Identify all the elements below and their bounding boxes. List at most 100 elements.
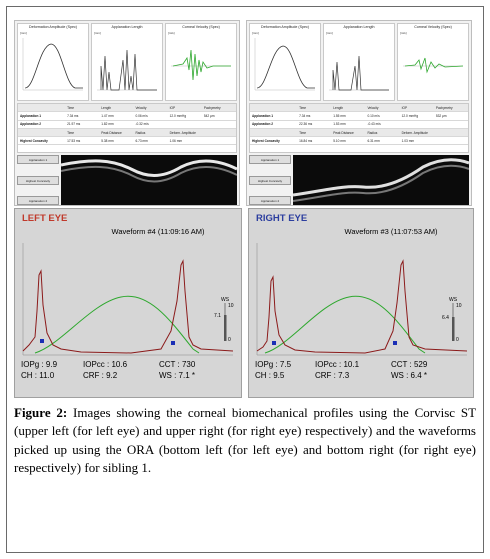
deformation-amplitude-curve (254, 38, 315, 91)
table-cell: 12.0 mmHg (401, 113, 419, 118)
plot-unit: [m/s] (400, 31, 407, 35)
corvis-panel-right: Deformation Amplitude (Spec) [mm] Applan… (246, 20, 472, 206)
table-cell: 6.31 mm (367, 138, 380, 143)
plot-title: Corneal Velocity (Spec) (414, 25, 452, 29)
parameters-row-1: IOPg : 9.9 IOPcc : 10.6 CCT : 730 (21, 359, 237, 370)
plot-unit: [mm] (20, 31, 27, 35)
iopcc-value: IOPcc : 10.6 (83, 360, 128, 369)
iopcc-value: IOPcc : 10.1 (315, 360, 360, 369)
plot-unit: [mm] (252, 31, 259, 35)
applanation-2-button[interactable]: Applanation 2 (249, 196, 291, 205)
table-cell: 1.03 mm (401, 138, 415, 143)
table-cell: 1.47 mm (101, 113, 114, 118)
table-cell: Applanation 2 (252, 122, 274, 127)
table-cell: Pachymetry (203, 105, 221, 110)
ws-axis-min: 0 (456, 337, 459, 343)
ws-axis-title: WS (221, 297, 230, 303)
table-row: Time Length Velocity IOP Pachymetry (250, 104, 468, 113)
table-cell: Time (67, 105, 75, 110)
parameters-row-2: CH : 9.5 CRF : 7.3 WS : 6.4 * (255, 370, 471, 381)
table-cell: Highest Concavity (252, 138, 280, 143)
plot-title: Applanation Length (111, 25, 143, 29)
table-cell: 22.36 ms (299, 122, 313, 127)
corvis-parameter-table-left: Time Length Velocity IOP Pachymetry Appl… (17, 103, 237, 153)
ws-axis-min: 0 (228, 337, 231, 343)
applanation-marker-1 (272, 341, 276, 345)
table-row: Applanation 2 22.36 ms 1.53 mm -0.43 m/s (250, 121, 468, 129)
table-cell: Pachymetry (435, 105, 453, 110)
plot-title: Corneal Velocity (Spec) (182, 25, 220, 29)
table-row: Applanation 1 7.34 ms 1.55 mm 0.10 m/s 1… (250, 112, 468, 121)
table-cell: Highest Concavity (20, 138, 48, 143)
ora-waveform-chart-left: WS 10 7.1 0 (22, 243, 234, 356)
table-cell: 12.0 mmHg (169, 113, 187, 118)
plot-title: Applanation Length (343, 25, 375, 29)
table-cell: 1.06 mm (169, 138, 183, 143)
corvis-panel-left: Deformation Amplitude (Spec) [mm] Applan… (14, 20, 240, 206)
table-row: Applanation 2 21.97 ms 1.82 mm -0.32 m/s (18, 121, 236, 129)
scheimpflug-image-left (60, 155, 238, 205)
scheimpflug-buttons-left: Applanation 1 Highest Concavity Applanat… (17, 155, 59, 205)
eye-label: LEFT EYE (22, 213, 68, 224)
ch-value: CH : 9.5 (255, 371, 285, 380)
ora-panel-left: LEFT EYE Waveform #4 (11:09:16 AM) WS 10… (14, 208, 242, 398)
table-cell: 6.73 mm (135, 138, 148, 143)
applanation-length-curve (97, 49, 157, 91)
highest-concavity-button[interactable]: Highest Concavity (17, 175, 59, 185)
ws-axis-value: 7.1 (214, 313, 221, 319)
table-cell: Applanation 2 (20, 122, 42, 127)
applanation-2-button[interactable]: Applanation 2 (17, 196, 59, 205)
table-cell: Radius (367, 130, 378, 135)
highest-concavity-button[interactable]: Highest Concavity (249, 175, 291, 185)
applanation-1-button[interactable]: Applanation 1 (17, 155, 59, 164)
plot-title: Deformation Amplitude (Spec) (29, 25, 77, 29)
table-cell: IOP (401, 105, 408, 110)
table-cell: Radius (135, 130, 146, 135)
waveform-title: Waveform #3 (11:07:53 AM) (344, 227, 438, 236)
applanation-marker-2 (171, 341, 175, 345)
cct-value: CCT : 730 (159, 360, 196, 369)
table-cell: Peak Distance (101, 130, 122, 135)
table-cell: Time (67, 130, 75, 135)
applanation-marker-1 (40, 339, 44, 343)
table-row: Time Peak Distance Radius Deform. Amplit… (18, 128, 236, 138)
table-cell: 1.53 mm (333, 122, 346, 127)
corneal-velocity-plot: Corneal Velocity (Spec) [m/s] (165, 23, 237, 101)
crf-value: CRF : 7.3 (315, 371, 350, 380)
corneal-velocity-plot: Corneal Velocity (Spec) [m/s] (397, 23, 469, 101)
table-cell: 5.38 mm (101, 138, 114, 143)
table-cell: 5.10 mm (333, 138, 346, 143)
pressure-curve (34, 295, 200, 354)
ora-waveform-chart-right: WS 10 6.4 0 (256, 243, 468, 356)
table-cell: Peak Distance (333, 130, 354, 135)
ws-bar (452, 317, 455, 341)
corvis-plots-left: Deformation Amplitude (Spec) [mm] Applan… (17, 23, 237, 101)
table-cell: IOP (169, 105, 176, 110)
table-cell: 532 µm (435, 113, 447, 118)
applanation-length-plot: Applanation Length [mm] (323, 23, 395, 101)
plot-unit: [mm] (94, 31, 101, 35)
table-row: Time Peak Distance Radius Deform. Amplit… (250, 128, 468, 138)
table-cell: 1.82 mm (101, 122, 114, 127)
deformation-amplitude-curve (22, 38, 83, 91)
table-cell: Length (333, 105, 343, 110)
table-cell: Velocity (135, 105, 147, 110)
scheimpflug-buttons-right: Applanation 1 Highest Concavity Applanat… (249, 155, 291, 205)
parameters-row-2: CH : 11.0 CRF : 9.2 WS : 7.1 * (21, 370, 237, 381)
table-cell: 17.53 ms (67, 138, 81, 143)
table-cell: Deform. Amplitude (169, 130, 196, 135)
table-cell: 0.10 m/s (367, 113, 380, 118)
table-row: Time Length Velocity IOP Pachymetry (18, 104, 236, 113)
ws-value: WS : 7.1 * (159, 371, 196, 380)
table-cell: Time (299, 105, 307, 110)
table-row: Applanation 1 7.34 ms 1.47 mm 0.06 m/s 1… (18, 112, 236, 121)
deformation-amplitude-plot: Deformation Amplitude (Spec) [mm] (249, 23, 321, 101)
ws-bar (224, 315, 227, 341)
ws-axis-value: 6.4 (442, 315, 449, 321)
ora-panel-right: RIGHT EYE Waveform #3 (11:07:53 AM) WS 1… (248, 208, 474, 398)
table-cell: 0.06 m/s (135, 113, 148, 118)
applanation-1-button[interactable]: Applanation 1 (249, 155, 291, 164)
table-cell: Deform. Amplitude (401, 130, 428, 135)
corneal-velocity-curve (171, 49, 231, 81)
applanation-length-plot: Applanation Length [mm] (91, 23, 163, 101)
